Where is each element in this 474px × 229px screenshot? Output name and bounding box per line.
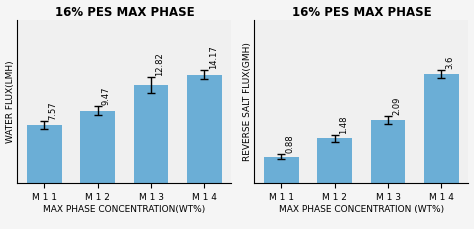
Title: 16% PES MAX PHASE: 16% PES MAX PHASE xyxy=(55,5,194,19)
Text: 9.47: 9.47 xyxy=(102,87,111,105)
Text: 7.57: 7.57 xyxy=(49,101,58,120)
Bar xyxy=(27,125,62,183)
Y-axis label: WATER FLUX(LMH): WATER FLUX(LMH) xyxy=(6,60,15,143)
Text: 3.6: 3.6 xyxy=(446,56,455,69)
Text: 12.82: 12.82 xyxy=(155,52,164,76)
Text: 14.17: 14.17 xyxy=(209,46,218,69)
Text: 1.48: 1.48 xyxy=(339,115,348,134)
Bar xyxy=(424,74,459,183)
X-axis label: MAX PHASE CONCENTRATION(WT%): MAX PHASE CONCENTRATION(WT%) xyxy=(43,205,206,214)
Bar xyxy=(187,75,222,183)
X-axis label: MAX PHASE CONCENTRATION (WT%): MAX PHASE CONCENTRATION (WT%) xyxy=(279,205,444,214)
Bar xyxy=(134,85,168,183)
Bar xyxy=(371,120,405,183)
Bar xyxy=(264,157,299,183)
Bar xyxy=(81,111,115,183)
Title: 16% PES MAX PHASE: 16% PES MAX PHASE xyxy=(292,5,431,19)
Bar xyxy=(318,139,352,183)
Text: 0.88: 0.88 xyxy=(286,135,295,153)
Text: 2.09: 2.09 xyxy=(392,97,401,115)
Y-axis label: REVERSE SALT FLUX(GMH): REVERSE SALT FLUX(GMH) xyxy=(243,42,252,161)
